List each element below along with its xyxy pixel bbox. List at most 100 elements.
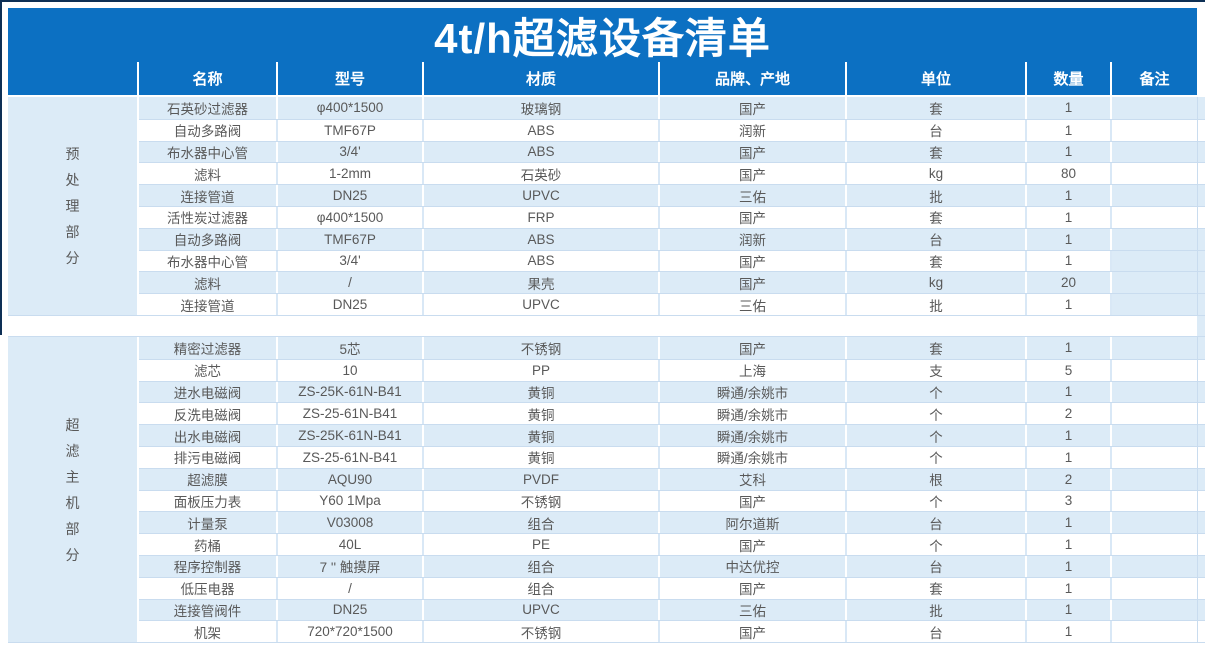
cell-brand: 三佑 [660,185,847,206]
cell-remark [1112,490,1197,512]
cell-brand: 国产 [660,534,847,555]
column-header-material: 材质 [424,62,660,95]
cell-qty: 1 [1027,512,1112,534]
cell-model: AQU90 [278,468,424,490]
row-edge-sliver [1197,403,1205,425]
cell-qty: 3 [1027,490,1112,512]
cell-model: 3/4' [278,250,424,272]
row-edge-sliver [1197,185,1205,206]
section-gap-row [8,314,1205,337]
table-row: 自动多路阀 TMF67P ABS 润新台 1 [139,118,1205,141]
cell-material: UPVC [424,294,660,315]
table-row: 低压电器 / 组合 国产套 1 [139,576,1205,599]
cell-name: 连接管道 [139,294,278,315]
column-header-name: 名称 [139,62,278,95]
cell-qty: 1 [1027,185,1112,206]
cell-model: 5芯 [278,336,424,359]
cell-name: 计量泵 [139,512,278,534]
cell-material: UPVC [424,599,660,621]
cell-material: ABS [424,250,660,272]
cell-material: 果壳 [424,272,660,294]
table-row: 布水器中心管 3/4' ABS 国产套 1 [139,140,1205,163]
cell-material: PVDF [424,468,660,490]
gap-row-edge-sliver [1197,315,1205,336]
cell-material: 不锈钢 [424,490,660,512]
cell-name: 活性炭过滤器 [139,206,278,228]
cell-brand: 三佑 [660,294,847,315]
row-edge-sliver [1197,490,1205,512]
cell-brand: 阿尔道斯 [660,512,847,534]
cell-remark [1112,228,1197,250]
row-edge-sliver [1197,97,1205,119]
cell-qty: 1 [1027,294,1112,315]
cell-model: / [278,577,424,599]
group-label-char: 预 [65,145,80,162]
cell-qty: 1 [1027,534,1112,555]
group-label-char: 超 [65,416,80,433]
cell-material: PP [424,359,660,381]
cell-name: 面板压力表 [139,490,278,512]
cell-unit: 个 [847,534,1027,555]
row-edge-sliver [1197,228,1205,250]
cell-brand: 瞬通/余姚市 [660,425,847,446]
cell-qty: 20 [1027,272,1112,294]
table-bottom-border [8,642,1205,644]
cell-brand: 上海 [660,359,847,381]
cell-material: PE [424,534,660,555]
cell-brand: 国产 [660,621,847,643]
column-header-brand: 品牌、产地 [660,62,847,95]
cell-model: 7 '' 触摸屏 [278,555,424,577]
cell-name: 滤料 [139,272,278,294]
cell-model: DN25 [278,599,424,621]
sheet-title: 4t/h超滤设备清单 [434,14,771,62]
cell-model: 720*720*1500 [278,621,424,643]
table-row: 精密过滤器 5芯 不锈钢 国产套 1 [139,336,1205,359]
cell-material: 不锈钢 [424,621,660,643]
cell-unit: 套 [847,141,1027,163]
cell-unit: 套 [847,97,1027,119]
cell-name: 低压电器 [139,577,278,599]
cell-material: FRP [424,206,660,228]
table-row: 活性炭过滤器 φ400*1500 FRP 国产套 1 [139,205,1205,228]
cell-brand: 中达优控 [660,555,847,577]
cell-brand: 瞬通/余姚市 [660,446,847,468]
cell-material: 黄铜 [424,446,660,468]
cell-name: 连接管阀件 [139,599,278,621]
cell-model: ZS-25-61N-B41 [278,403,424,425]
table-row: 连接管阀件 DN25 UPVC 三佑批 1 [139,598,1205,621]
cell-model: V03008 [278,512,424,534]
cell-material: 组合 [424,577,660,599]
cell-unit: 套 [847,577,1027,599]
cell-remark [1112,599,1197,621]
cell-unit: 套 [847,250,1027,272]
cell-brand: 国产 [660,141,847,163]
cell-name: 自动多路阀 [139,119,278,141]
row-edge-sliver [1197,294,1205,315]
table-row: 出水电磁阀 ZS-25K-61N-B41 黄铜 瞬通/余姚市个 1 [139,424,1205,446]
cell-material: 黄铜 [424,403,660,425]
cell-remark [1112,272,1197,294]
cell-name: 布水器中心管 [139,141,278,163]
column-header-model: 型号 [278,62,424,95]
cell-model: 40L [278,534,424,555]
cell-material: ABS [424,141,660,163]
cell-model: ZS-25-61N-B41 [278,446,424,468]
row-edge-sliver [1197,163,1205,185]
cell-material: 石英砂 [424,163,660,185]
table-section: 预处理部分石英砂过滤器 φ400*1500 玻璃钢 国产套 1 自动多路阀 TMF67P AB… [8,97,1205,315]
cell-brand: 润新 [660,119,847,141]
table-row: 石英砂过滤器 φ400*1500 玻璃钢 国产套 1 [139,97,1205,119]
table-row: 进水电磁阀 ZS-25K-61N-B41 黄铜 瞬通/余姚市个 1 [139,380,1205,403]
cell-qty: 1 [1027,250,1112,272]
cell-qty: 1 [1027,141,1112,163]
group-label-char: 主 [65,468,80,485]
cell-unit: 个 [847,403,1027,425]
cell-unit: 个 [847,446,1027,468]
cell-remark [1112,97,1197,119]
cell-name: 滤料 [139,163,278,185]
table-row: 计量泵 V03008 组合 阿尔道斯台 1 [139,511,1205,534]
cell-name: 连接管道 [139,185,278,206]
cell-unit: 根 [847,468,1027,490]
cell-name: 布水器中心管 [139,250,278,272]
cell-material: 玻璃钢 [424,97,660,119]
